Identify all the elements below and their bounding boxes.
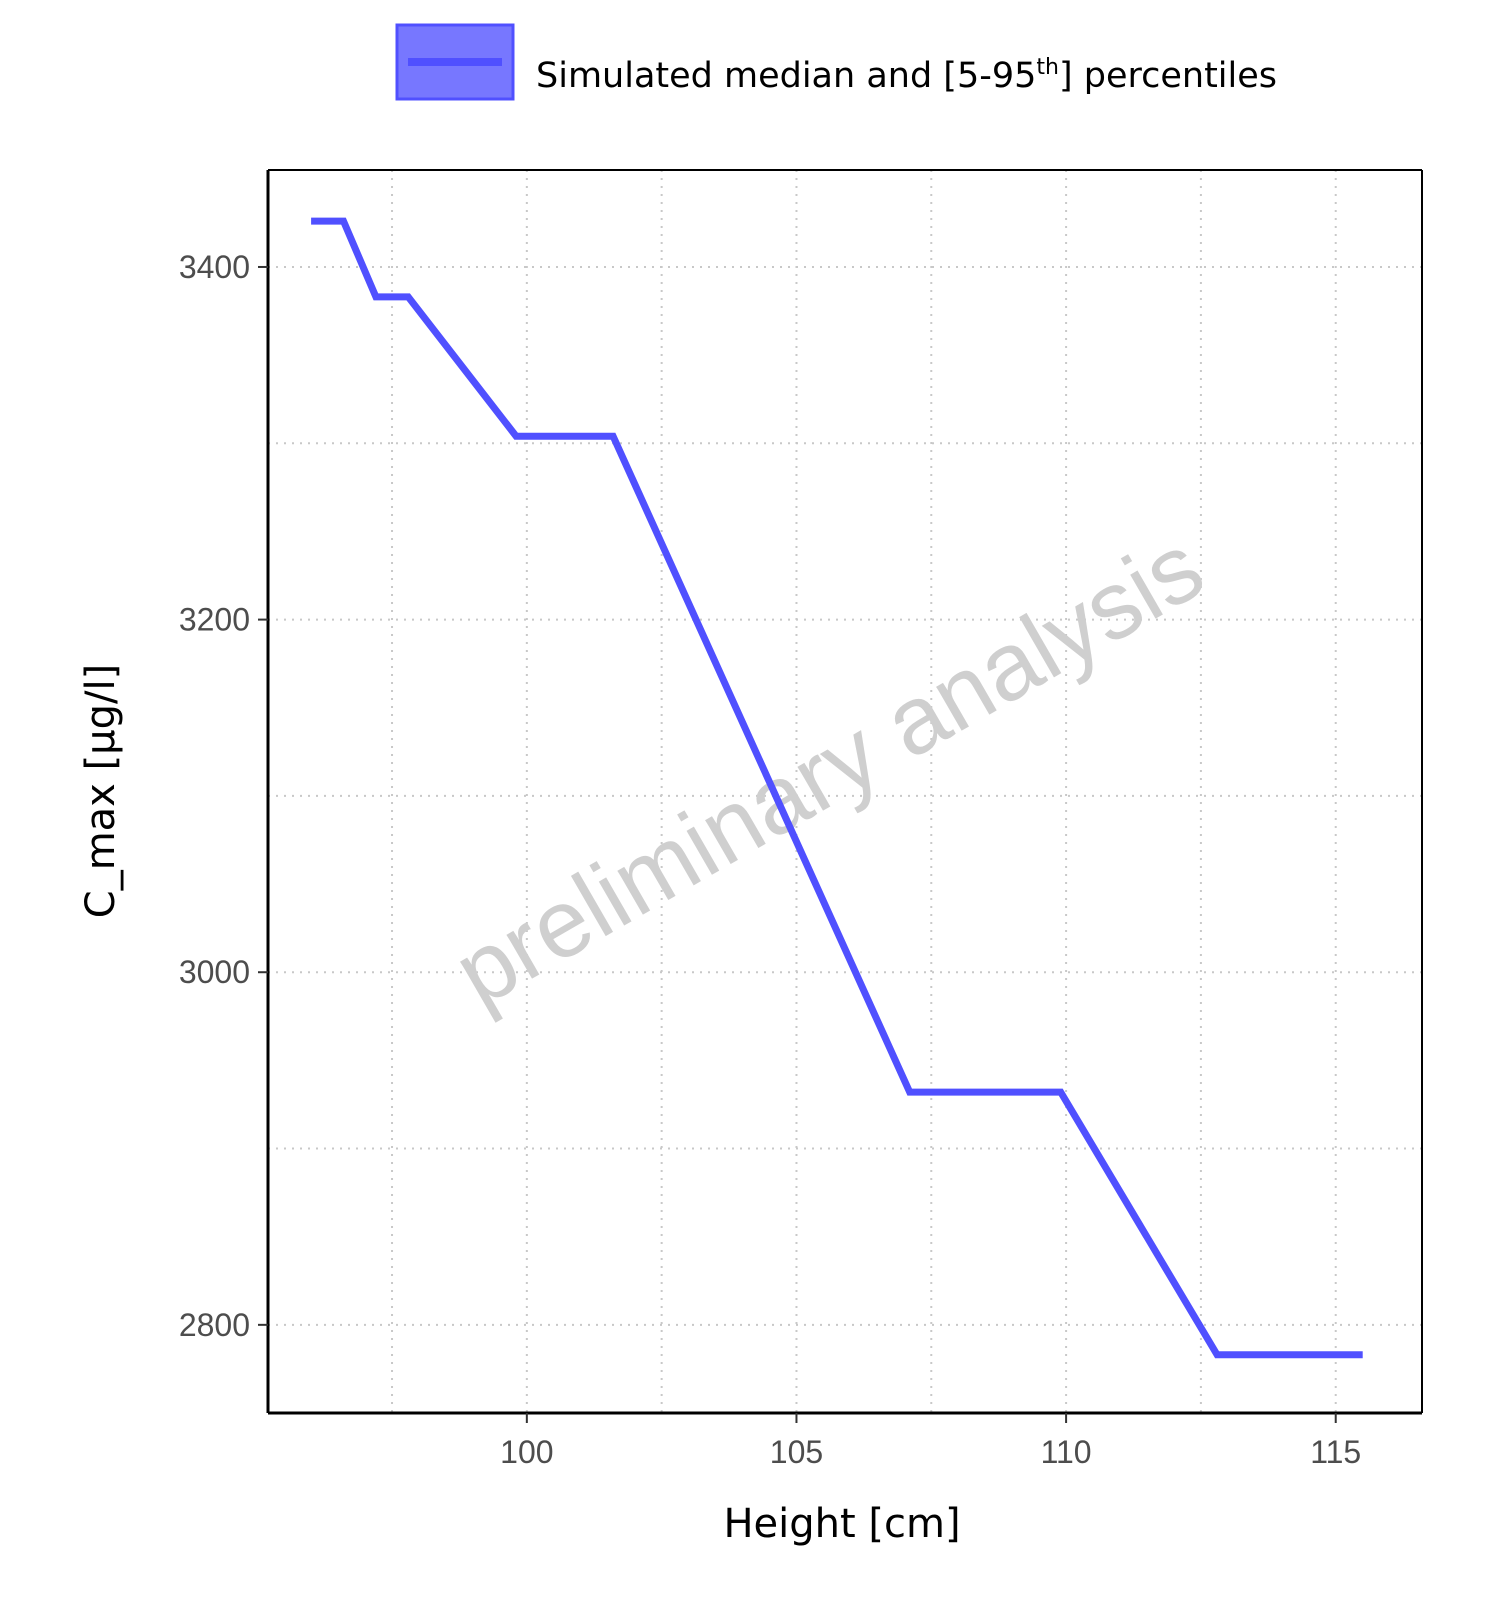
x-axis-title: Height [cm]	[723, 1501, 960, 1547]
legend-label: Simulated median and [5-95th] percentile…	[536, 55, 1277, 96]
x-ticks: 100 105 110 115	[500, 1413, 1361, 1470]
series-layer	[311, 217, 1363, 1359]
watermark: preliminary analysis	[437, 513, 1221, 1027]
y-ticks: 2800 3000 3200 3400	[179, 249, 268, 1343]
y-tick-label: 3400	[179, 249, 250, 285]
x-tick-label: 100	[500, 1434, 553, 1470]
x-tick-label: 115	[1310, 1434, 1361, 1470]
y-tick-label: 3000	[179, 954, 250, 990]
y-tick-label: 2800	[179, 1307, 250, 1343]
series-line	[311, 217, 1363, 1359]
grid	[268, 170, 1422, 1413]
x-tick-label: 105	[770, 1434, 823, 1470]
y-axis-title: C_max [µg/l]	[78, 664, 124, 918]
x-tick-label: 110	[1041, 1434, 1092, 1470]
y-tick-label: 3200	[179, 602, 250, 638]
legend: Simulated median and [5-95th] percentile…	[395, 23, 1277, 101]
